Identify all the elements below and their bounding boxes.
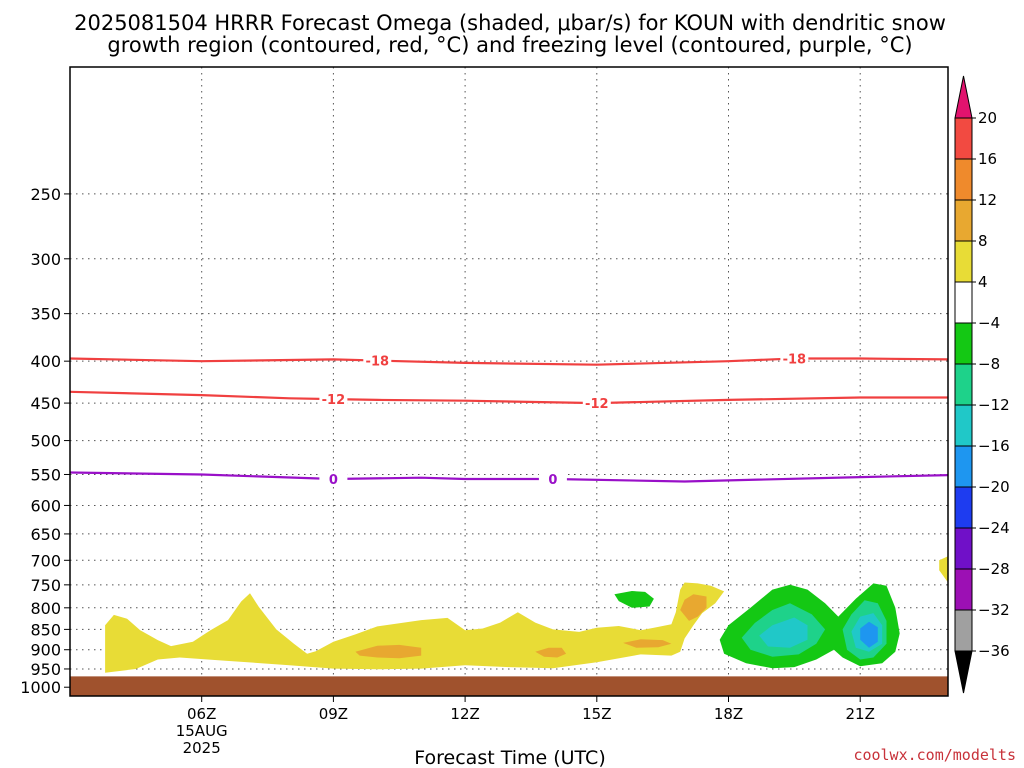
shade-yellow-main (105, 582, 725, 673)
contour-label--18: -18 (783, 352, 807, 367)
x-tick-label-06Z: 06Z (187, 705, 216, 723)
x-tick-label-12Z: 12Z (450, 705, 479, 723)
shade-green-small (614, 591, 654, 608)
chart-title-line-2: growth region (contoured, red, °C) and f… (107, 33, 912, 57)
colorbar-label--24: −24 (978, 519, 1010, 537)
colorbar-swatch (954, 445, 973, 488)
omega-colorbar: 20 16 12 8 4 −4 −8 −12 −16 −20 −24 −28 −32 −36 (954, 75, 1010, 694)
shade-blue-2 (860, 621, 878, 648)
contour-label--12: -12 (322, 393, 346, 408)
colorbar-swatch (954, 158, 973, 201)
shade-orange-1 (355, 644, 422, 659)
y-tick-label-250: 250 (30, 185, 61, 204)
y-axis-ticks: 250 300 350 400 450 500 550 600 650 700 750 800 850 9… (20, 185, 70, 697)
colorbar-swatch (954, 322, 973, 365)
colorbar-label-20: 20 (978, 109, 997, 127)
terrain-band (70, 676, 948, 696)
contour-label-bg (363, 352, 392, 369)
x-tick-label-18Z: 18Z (714, 705, 743, 723)
x-tick-label-15Z: 15Z (582, 705, 611, 723)
terrain-layer (70, 676, 948, 696)
colorbar-label-12: 12 (978, 191, 997, 209)
y-tick-label-1000: 1000 (20, 678, 61, 697)
y-tick-label-300: 300 (30, 250, 61, 269)
contour-label--12: -12 (585, 397, 609, 412)
contour-line-0 (70, 471, 948, 483)
y-tick-label-850: 850 (30, 620, 61, 639)
colorbar-swatch (954, 609, 973, 652)
colorbar-swatch (954, 281, 973, 324)
source-credit: coolwx.com/modelts (853, 746, 1016, 764)
y-tick-label-700: 700 (30, 551, 61, 570)
colorbar-swatch (954, 404, 973, 447)
x-date-line-2: 2025 (183, 739, 221, 757)
contour-label-bg (319, 470, 348, 487)
shade-orange-3 (623, 639, 672, 648)
y-tick-label-450: 450 (30, 394, 61, 413)
colorbar-label--4: −4 (978, 314, 1000, 332)
colorbar-label--12: −12 (978, 396, 1010, 414)
x-date-line-1: 15AUG (176, 722, 228, 740)
colorbar-swatch (954, 117, 973, 160)
y-tick-label-900: 900 (30, 641, 61, 660)
colorbar-label--36: −36 (978, 642, 1010, 660)
y-tick-label-800: 800 (30, 599, 61, 618)
contour-label-bg (780, 350, 809, 367)
colorbar-swatch (954, 527, 973, 570)
y-tick-label-950: 950 (30, 660, 61, 679)
x-tick-label-21Z: 21Z (846, 705, 875, 723)
omega-shading (105, 556, 948, 673)
y-tick-label-550: 550 (30, 465, 61, 484)
shade-orange-2 (535, 647, 567, 658)
plot-frame (69, 66, 949, 697)
colorbar-swatch (954, 199, 973, 242)
contour-label-0: 0 (548, 473, 557, 488)
plot-area: -18 -18 -12 -12 0 0 (70, 67, 948, 696)
contour-label--18: -18 (366, 355, 390, 370)
colorbar-swatch (954, 486, 973, 529)
contour-label-bg (319, 391, 348, 408)
contour-line--18 (70, 357, 948, 366)
shade-orange-4 (680, 594, 707, 621)
colorbar-label--16: −16 (978, 437, 1010, 455)
colorbar-swatch (954, 363, 973, 406)
chart-title-line-1: 2025081504 HRRR Forecast Omega (shaded, … (74, 11, 946, 35)
colorbar-label--20: −20 (978, 478, 1010, 496)
y-tick-label-600: 600 (30, 496, 61, 515)
colorbar-label--8: −8 (978, 355, 1000, 373)
colorbar-label-16: 16 (978, 150, 997, 168)
contour-label-bg (538, 470, 567, 487)
shade-cyan-1 (759, 617, 808, 648)
contour-label-bg (582, 395, 611, 412)
x-tick-label-09Z: 09Z (319, 705, 348, 723)
y-tick-label-400: 400 (30, 352, 61, 371)
colorbar-label-4: 4 (978, 273, 988, 291)
temperature-contours: -18 -18 -12 -12 0 0 (70, 350, 948, 488)
colorbar-swatch (954, 568, 973, 611)
shade-yellow-edge-right (939, 556, 948, 583)
colorbar-label--32: −32 (978, 601, 1010, 619)
y-tick-label-750: 750 (30, 576, 61, 595)
colorbar-swatch (954, 240, 973, 283)
colorbar-cap-top (954, 75, 973, 119)
colorbar-label--28: −28 (978, 560, 1010, 578)
y-tick-label-350: 350 (30, 305, 61, 324)
contour-line--12 (70, 390, 948, 405)
colorbar-cap-bottom (954, 650, 973, 694)
contour-label-0: 0 (329, 473, 338, 488)
y-tick-label-500: 500 (30, 432, 61, 451)
x-axis-label: Forecast Time (UTC) (414, 747, 605, 768)
y-tick-label-650: 650 (30, 525, 61, 544)
colorbar-label-8: 8 (978, 232, 988, 250)
